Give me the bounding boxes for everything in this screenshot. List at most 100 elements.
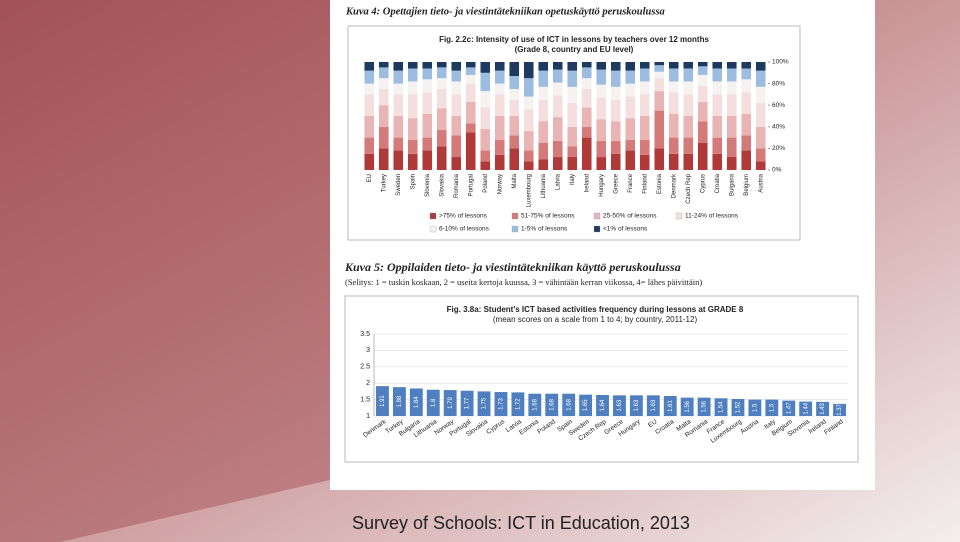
value-label: 1.5 [752,403,758,412]
bar-segment [509,116,520,136]
bar-segment [581,62,592,68]
bar-segment [436,146,447,170]
value-label: 1.54 [719,401,725,413]
x-tick-label: Slovenia [425,173,431,197]
bar-segment [726,62,737,69]
heading: Kuva 4: Opettajien tieto- ja viestintäte… [345,6,665,17]
bar-segment [538,70,549,87]
legend-swatch [593,225,601,233]
bar-segment [581,107,592,127]
bar-segment [393,94,404,116]
value-label: 1.5 [769,403,775,412]
x-tick-label: Hungary [599,174,605,197]
bar-segment [523,131,534,151]
value-label: 1.65 [583,399,589,411]
bar-segment [538,99,549,122]
bar-segment [712,81,723,95]
bar [680,397,694,416]
bar [663,395,677,416]
bar-segment [480,161,491,170]
y-tick-label: 100% [772,59,789,66]
bar [816,401,830,416]
bar-segment [538,121,549,143]
bar-segment [567,157,578,170]
bar-segment [509,135,520,149]
bar [460,390,474,416]
value-label: 1.56 [702,400,708,412]
x-tick-label: Turkey [381,174,387,192]
bar-segment [625,139,636,151]
bar-segment [407,153,418,170]
bar-segment [407,94,418,119]
bar-segment [755,86,766,104]
bar-segment [465,74,476,84]
bar-segment [625,96,636,119]
bar-segment [407,68,418,82]
bar-segment [610,62,621,71]
y-tick-label: 1 [366,413,370,420]
bar-segment [741,92,752,114]
bar-segment [494,83,505,95]
bar-segment [668,153,679,170]
x-tick-label: Czech Rep [686,173,692,203]
bar-segment [465,83,476,102]
bar-segment [683,68,694,82]
y-tick-label: 20% [772,145,785,152]
legend-swatch [675,212,683,220]
value-label: 1.68 [566,398,572,410]
bar-segment [581,67,592,79]
bar-segment [654,65,665,72]
bar-segment [596,157,607,170]
bar-segment [741,113,752,136]
bar-segment [581,126,592,138]
heading: Kuva 5: Oppilaiden tieto- ja viestintäte… [344,260,681,274]
bar [528,393,542,416]
x-tick-label: Belgium [744,174,750,196]
bar-segment [625,83,636,97]
bar-segment [596,97,607,120]
bar-segment [755,148,766,162]
value-label: 1.79 [448,397,454,409]
bar-segment [668,68,679,82]
bar-segment [654,148,665,170]
bar-segment [639,81,650,95]
bar [782,400,796,416]
bar-segment [393,83,404,95]
bar-segment [683,137,694,154]
value-label: 1.91 [380,395,386,407]
bar-segment [712,68,723,82]
bar-segment [451,62,462,71]
y-tick-label: 80% [772,80,785,87]
bar-segment [581,89,592,108]
bar-segment [668,92,679,114]
bar [748,399,762,416]
x-tick-label: France [628,173,634,192]
x-tick-label: EU [647,418,659,429]
bar-segment [726,137,737,158]
bar-segment [683,62,694,69]
bar-segment [494,62,505,71]
value-label: 1.52 [736,401,742,413]
bar-segment [436,130,447,147]
caption: Survey of Schools: ICT in Education, 201… [352,513,690,533]
bar [409,388,423,416]
bar-segment [668,62,679,69]
x-tick-label: Ireland [584,174,590,192]
value-label: 1.88 [397,395,403,407]
bar [596,395,609,416]
legend-label: 6-10% of lessons [439,226,490,233]
bar-segment [480,72,491,92]
bar-segment [639,139,650,155]
bar-segment [610,121,621,141]
bar-segment [422,113,433,138]
bar-segment [567,86,578,104]
bar-segment [552,140,563,158]
bar-segment [465,101,476,124]
bar-segment [639,94,650,116]
bar-segment [523,150,534,162]
bar-segment [610,70,621,87]
bar-segment [683,153,694,170]
bar [613,395,626,416]
bar-segment [480,128,491,151]
